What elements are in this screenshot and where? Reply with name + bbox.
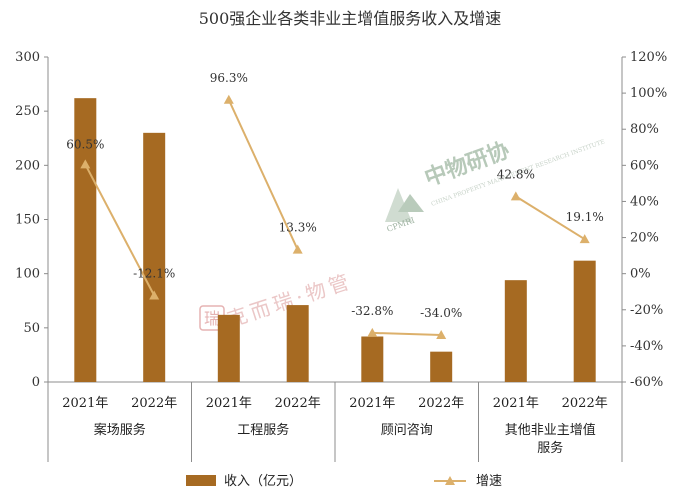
legend-bar-label: 收入（亿元） bbox=[224, 474, 302, 489]
growth-segment bbox=[372, 331, 442, 337]
left-tick-label: 200 bbox=[15, 158, 40, 173]
x-tick-label: 2021年 bbox=[62, 396, 108, 411]
group-label: 案场服务 bbox=[94, 422, 146, 438]
bars bbox=[74, 98, 596, 383]
left-tick-label: 250 bbox=[15, 104, 40, 119]
right-tick-label: 0% bbox=[630, 267, 651, 282]
x-tick-label: 2021年 bbox=[206, 396, 252, 411]
growth-marker bbox=[510, 191, 521, 201]
right-tick-label: 40% bbox=[630, 194, 659, 209]
growth-data-label: 60.5% bbox=[66, 137, 104, 151]
legend: 收入（亿元） 增速 bbox=[186, 474, 502, 489]
right-tick-label: 60% bbox=[630, 158, 659, 173]
growth-line: 60.5% -12.1% 96.3% 13.3% -32.8% -34.0% 42.8% 19… bbox=[66, 71, 604, 340]
growth-marker bbox=[149, 290, 160, 300]
growth-data-label: 96.3% bbox=[210, 71, 248, 85]
growth-segment bbox=[84, 163, 156, 296]
growth-marker bbox=[367, 327, 378, 337]
bar bbox=[573, 260, 596, 382]
growth-data-label: 13.3% bbox=[279, 221, 317, 235]
right-tick-label: -20% bbox=[630, 303, 663, 318]
left-tick-label: 50 bbox=[23, 321, 40, 336]
bar bbox=[361, 336, 384, 382]
growth-data-label: -34.0% bbox=[420, 306, 462, 320]
left-tick-label: 100 bbox=[15, 267, 40, 282]
growth-segment bbox=[227, 99, 299, 251]
growth-data-label: -12.1% bbox=[133, 267, 175, 281]
growth-marker bbox=[80, 159, 91, 169]
right-tick-label: 100% bbox=[630, 86, 667, 101]
left-tick-label: 300 bbox=[15, 50, 40, 65]
right-tick-label: 80% bbox=[630, 122, 659, 137]
x-tick-label: 2021年 bbox=[349, 396, 395, 411]
bar bbox=[504, 280, 527, 382]
x-tick-label: 2022年 bbox=[131, 396, 177, 411]
growth-data-label: -32.8% bbox=[351, 304, 393, 318]
right-tick-label: 120% bbox=[630, 50, 667, 65]
growth-marker bbox=[436, 330, 447, 340]
left-tick-label: 150 bbox=[15, 213, 40, 228]
bar bbox=[143, 132, 166, 382]
growth-data-label: 19.1% bbox=[566, 210, 604, 224]
x-tick-label: 2022年 bbox=[562, 396, 608, 411]
right-tick-label: 20% bbox=[630, 231, 659, 246]
left-tick-label: 0 bbox=[32, 375, 40, 390]
bar bbox=[74, 98, 97, 383]
growth-segment bbox=[515, 195, 586, 241]
group-label: 顾问咨询 bbox=[381, 423, 433, 438]
growth-marker bbox=[292, 244, 303, 254]
x-tick-label: 2022年 bbox=[275, 396, 321, 411]
right-tick-label: -60% bbox=[630, 375, 663, 390]
watermark-left-seal: 瑞 bbox=[204, 309, 220, 328]
growth-marker bbox=[223, 94, 234, 104]
axes: 0 50 100 150 200 250 300 -60% -40% -20% 0% 20% 40% 60… bbox=[15, 50, 667, 462]
growth-data-label: 42.8% bbox=[497, 167, 535, 181]
legend-line-marker bbox=[445, 476, 455, 485]
group-label: 其他非业主增值 bbox=[505, 422, 596, 438]
category-labels: 2021年 2022年 2021年 2022年 2021年 2022年 2021年 2022年… bbox=[62, 396, 607, 456]
chart-title: 500强企业各类非业主增值服务收入及增速 bbox=[199, 9, 502, 28]
growth-marker bbox=[579, 234, 590, 244]
right-tick-label: -40% bbox=[630, 339, 663, 354]
x-tick-label: 2021年 bbox=[493, 396, 539, 411]
legend-bar-swatch bbox=[186, 475, 216, 486]
legend-line-label: 增速 bbox=[476, 474, 502, 489]
bar bbox=[286, 305, 309, 382]
group-label: 服务 bbox=[537, 440, 563, 456]
bar bbox=[430, 351, 453, 382]
bar bbox=[217, 314, 240, 382]
group-label: 工程服务 bbox=[237, 422, 289, 438]
x-tick-label: 2022年 bbox=[418, 396, 464, 411]
